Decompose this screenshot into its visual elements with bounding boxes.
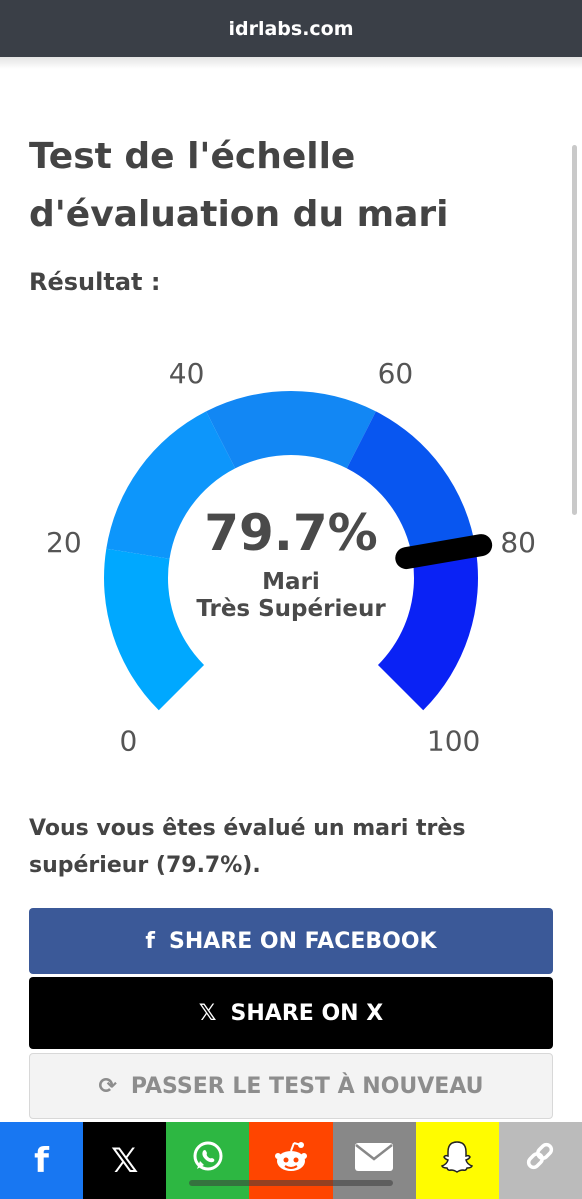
gauge-segment — [104, 548, 205, 711]
share-bar: f 𝕏 — [0, 1122, 582, 1199]
domain-label: idrlabs.com — [228, 17, 354, 40]
whatsapp-icon — [191, 1139, 225, 1182]
retake-test-button[interactable]: ⟳ PASSER LE TEST À NOUVEAU — [29, 1053, 553, 1119]
share-bar-facebook[interactable]: f — [0, 1122, 84, 1199]
gauge-segment — [377, 548, 478, 711]
share-bar-reddit[interactable] — [249, 1122, 333, 1199]
share-bar-copy-link[interactable] — [498, 1122, 582, 1199]
gauge-tick-label: 60 — [378, 357, 414, 390]
gauge-tick-label: 100 — [427, 725, 480, 758]
share-bar-whatsapp[interactable] — [166, 1122, 250, 1199]
snapchat-icon — [440, 1139, 474, 1182]
gauge-label-line2: Très Supérieur — [196, 596, 386, 622]
share-x-button[interactable]: 𝕏 SHARE ON X — [29, 977, 553, 1049]
header-shadow — [0, 57, 582, 69]
result-summary: Vous vous êtes évalué un mari très supér… — [29, 816, 466, 878]
gauge-label-line1: Mari — [262, 569, 320, 595]
link-icon — [523, 1139, 557, 1182]
gauge-tick-label: 0 — [119, 725, 137, 758]
share-facebook-button[interactable]: f SHARE ON FACEBOOK — [29, 908, 553, 974]
page-title: Test de l'échelle d'évaluation du mari — [29, 136, 449, 235]
email-icon — [354, 1141, 394, 1181]
gauge-tick-label: 40 — [169, 357, 205, 390]
share-bar-x[interactable]: 𝕏 — [83, 1122, 167, 1199]
home-indicator — [189, 1180, 393, 1186]
share-x-label: SHARE ON X — [230, 1000, 384, 1026]
result-gauge: 0 20 40 60 80 100 79.7% Mari Très Supérieur — [46, 357, 536, 758]
facebook-icon: f — [145, 928, 155, 954]
gauge-tick-label: 20 — [46, 526, 82, 559]
result-label: Résultat : — [29, 268, 161, 296]
gauge-value: 79.7% — [204, 504, 377, 562]
x-icon: 𝕏 — [198, 1000, 217, 1026]
gauge-segment — [106, 411, 236, 559]
scrollbar[interactable] — [572, 145, 577, 515]
gauge-segment — [346, 411, 476, 559]
gauge-segments — [104, 391, 478, 711]
gauge-ticks: 0 20 40 60 80 100 — [46, 357, 536, 758]
share-facebook-label: SHARE ON FACEBOOK — [168, 928, 437, 954]
share-bar-snapchat[interactable] — [415, 1122, 499, 1199]
browser-address-bar[interactable]: idrlabs.com — [0, 0, 582, 57]
gauge-tick-label: 80 — [500, 526, 536, 559]
reddit-icon — [272, 1139, 310, 1182]
share-bar-email[interactable] — [332, 1122, 416, 1199]
retake-test-label: PASSER LE TEST À NOUVEAU — [130, 1073, 484, 1099]
refresh-icon: ⟳ — [98, 1073, 117, 1099]
x-icon: 𝕏 — [111, 1140, 139, 1181]
gauge-needle — [395, 534, 493, 570]
facebook-icon: f — [34, 1140, 49, 1181]
gauge-segment — [206, 391, 376, 469]
